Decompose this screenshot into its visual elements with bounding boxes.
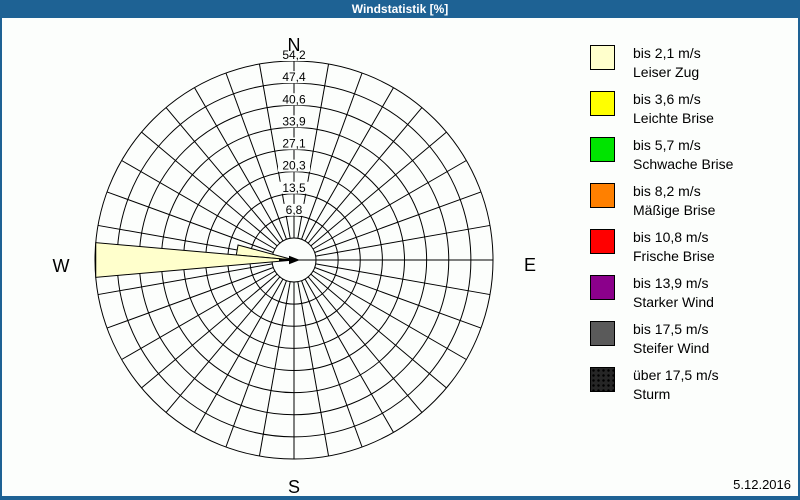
ring-label-bg bbox=[278, 71, 310, 84]
window-titlebar: Windstatistik [%] bbox=[2, 0, 798, 18]
legend-speed: bis 5,7 m/s bbox=[633, 137, 701, 153]
grid-spoke bbox=[304, 87, 394, 242]
legend-speed: bis 13,9 m/s bbox=[633, 275, 709, 291]
compass-label-e: E bbox=[524, 255, 536, 275]
grid-spoke bbox=[121, 160, 276, 250]
legend-class: Leichte Brise bbox=[633, 110, 714, 126]
legend-item: bis 10,8 m/s Frische Brise bbox=[590, 228, 733, 266]
grid-spoke bbox=[312, 270, 467, 360]
grid-spoke bbox=[258, 281, 291, 457]
grid-spoke bbox=[304, 278, 394, 433]
ring-label: 40,6 bbox=[282, 92, 306, 106]
legend-swatch bbox=[590, 229, 615, 254]
ring-label: 13,5 bbox=[282, 181, 306, 195]
legend-item: bis 17,5 m/s Steifer Wind bbox=[590, 320, 733, 358]
grid-spoke bbox=[301, 72, 363, 240]
legend-class: Starker Wind bbox=[633, 294, 714, 310]
ring-label: 47,4 bbox=[282, 70, 306, 84]
grid-spoke bbox=[307, 276, 423, 413]
grid-spoke bbox=[307, 107, 423, 244]
ring-label-bg bbox=[278, 137, 310, 150]
legend-swatch bbox=[590, 183, 615, 208]
grid-spoke bbox=[141, 273, 278, 389]
window-title: Windstatistik [%] bbox=[351, 2, 449, 16]
legend-item: bis 5,7 m/s Schwache Brise bbox=[590, 136, 733, 174]
ring-label: 54,2 bbox=[282, 48, 306, 62]
legend-speed: über 17,5 m/s bbox=[633, 367, 719, 383]
grid-spoke bbox=[141, 131, 278, 247]
ring-label: 20,3 bbox=[282, 159, 306, 173]
legend-swatch bbox=[590, 275, 615, 300]
legend-class: Leiser Zug bbox=[633, 64, 700, 80]
legend-speed: bis 10,8 m/s bbox=[633, 229, 709, 245]
grid-spoke bbox=[194, 87, 284, 242]
wind-sector-wedge bbox=[95, 242, 295, 278]
legend-speed: bis 17,5 m/s bbox=[633, 321, 709, 337]
compass-label-n: N bbox=[288, 35, 301, 55]
legend-class: Frische Brise bbox=[633, 248, 715, 264]
compass-label-w: W bbox=[53, 256, 70, 276]
grid-spoke bbox=[121, 270, 276, 360]
legend-speed: bis 2,1 m/s bbox=[633, 45, 701, 61]
grid-spoke bbox=[297, 281, 330, 457]
grid-spoke bbox=[165, 107, 281, 244]
legend-speed: bis 3,6 m/s bbox=[633, 91, 701, 107]
grid-spoke bbox=[314, 267, 482, 329]
legend-item: bis 3,6 m/s Leichte Brise bbox=[590, 90, 733, 128]
grid-spoke bbox=[106, 191, 274, 253]
legend-swatch bbox=[590, 367, 615, 392]
ring-label: 6,8 bbox=[286, 203, 303, 217]
mean-direction-arrowhead bbox=[289, 255, 300, 265]
ring-label-bg bbox=[278, 49, 310, 61]
grid-spoke bbox=[165, 276, 281, 413]
legend-item: bis 13,9 m/s Starker Wind bbox=[590, 274, 733, 312]
ring-label: 33,9 bbox=[282, 114, 306, 128]
ring-label-bg bbox=[278, 181, 310, 194]
grid-spoke bbox=[225, 280, 287, 448]
legend-swatch bbox=[590, 137, 615, 162]
compass-label-s: S bbox=[288, 477, 300, 497]
grid-spoke bbox=[225, 72, 287, 240]
legend-item: über 17,5 m/s Sturm bbox=[590, 366, 733, 404]
legend-class: Schwache Brise bbox=[633, 156, 734, 172]
ring-label-bg bbox=[278, 115, 310, 128]
grid-spoke bbox=[194, 278, 284, 433]
ring-label-bg bbox=[278, 93, 310, 106]
ring-label: 27,1 bbox=[282, 137, 306, 151]
legend-item: bis 2,1 m/s Leiser Zug bbox=[590, 44, 733, 82]
grid-spoke bbox=[301, 280, 363, 448]
legend-class: Sturm bbox=[633, 386, 671, 402]
ring-label-bg bbox=[278, 159, 310, 172]
legend-item: bis 8,2 m/s Mäßige Brise bbox=[590, 182, 733, 220]
legend-speed: bis 8,2 m/s bbox=[633, 183, 701, 199]
legend-swatch bbox=[590, 91, 615, 116]
legend-swatch bbox=[590, 45, 615, 70]
legend-swatch bbox=[590, 321, 615, 346]
ring-label-bg bbox=[281, 203, 307, 216]
grid-spoke bbox=[310, 273, 447, 389]
legend: bis 2,1 m/s Leiser Zug bis 3,6 m/s Leichte… bbox=[590, 44, 733, 412]
grid-spoke bbox=[106, 267, 274, 329]
grid-spoke bbox=[312, 160, 467, 250]
legend-class: Steifer Wind bbox=[633, 340, 710, 356]
grid-spoke bbox=[314, 191, 482, 253]
grid-spoke bbox=[97, 263, 273, 296]
grid-spoke bbox=[315, 224, 491, 257]
grid-spoke bbox=[315, 263, 491, 296]
date-label: 5.12.2016 bbox=[733, 477, 791, 492]
legend-class: Mäßige Brise bbox=[633, 202, 716, 218]
grid-spoke bbox=[310, 131, 447, 247]
